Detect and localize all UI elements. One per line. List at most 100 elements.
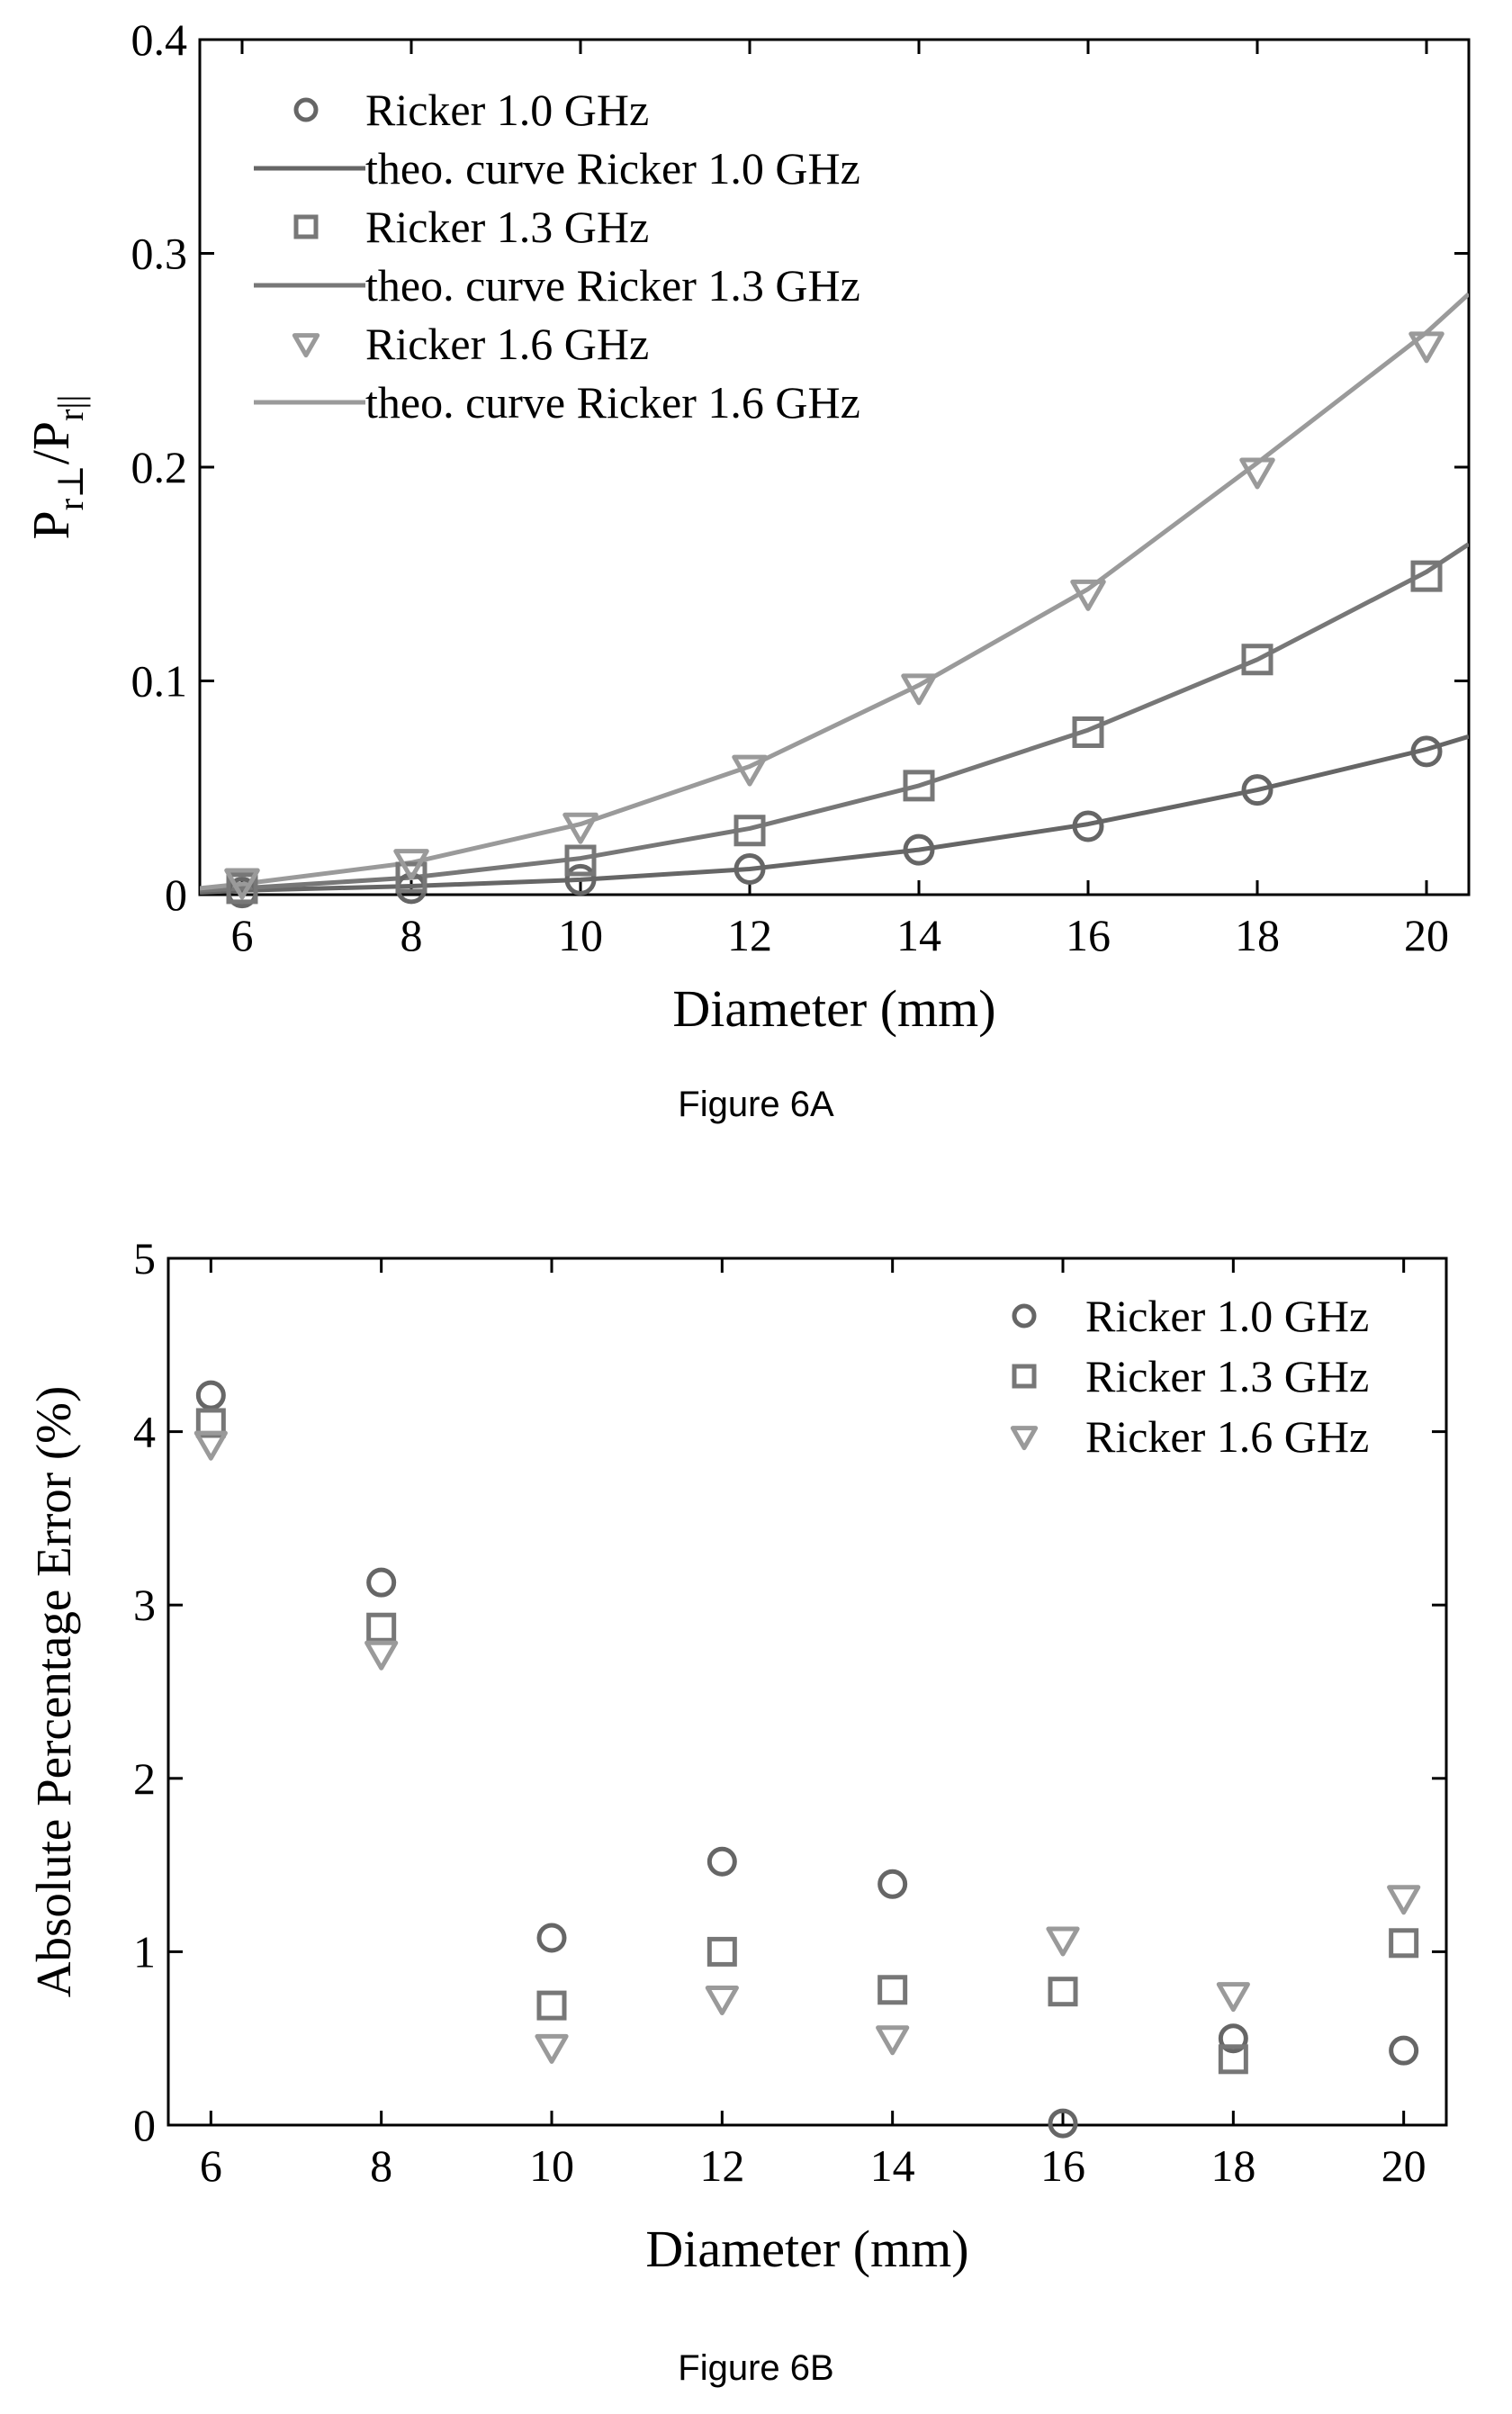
chart-2-caption: Figure 6B xyxy=(678,2348,833,2388)
chart-2-x-tick-label: 12 xyxy=(699,2140,744,2191)
chart-1-series-0-point xyxy=(734,853,766,885)
chart-2-legend-label-0: Ricker 1.0 GHz xyxy=(1085,1291,1369,1341)
chart-2-y-tick-label: 3 xyxy=(133,1580,156,1630)
chart-1-series-5-line xyxy=(200,292,1469,891)
chart-1-series-0-point xyxy=(1072,810,1104,842)
chart-2-series-2-point xyxy=(705,1986,739,2016)
chart-2-series-2-point xyxy=(1387,1885,1421,1915)
chart-1-series-4-point xyxy=(562,812,598,844)
chart-2-y-tick-label: 4 xyxy=(133,1407,156,1457)
chart-1-legend-swatch-2 xyxy=(293,214,319,239)
chart-1-legend-swatch-4 xyxy=(292,333,320,358)
chart-1-y-tick-label: 0.4 xyxy=(131,14,188,65)
chart-2-y-tick-label: 1 xyxy=(133,1926,156,1977)
chart-2-series-1-point xyxy=(706,1936,737,1967)
chart-1-legend-label-0: Ricker 1.0 GHz xyxy=(365,85,649,135)
chart-1-series-2-point xyxy=(564,844,597,877)
chart-2-series-0-point xyxy=(1218,2023,1248,2054)
chart-2-x-axis-label: Diameter (mm) xyxy=(645,2220,968,2278)
chart-2-series-0-point xyxy=(536,1923,567,1953)
chart-1-series-2-point xyxy=(1072,716,1104,748)
chart-1-y-tick-label: 0.1 xyxy=(131,656,188,707)
chart-1-series-0-point xyxy=(1410,735,1443,768)
chart-2-x-tick-label: 8 xyxy=(370,2140,392,2191)
chart-1-series-2-point xyxy=(226,872,258,905)
chart-1-legend-label-4: Ricker 1.6 GHz xyxy=(365,319,649,369)
chart-2-series-2-point xyxy=(876,2025,910,2056)
chart-2-series-2-point xyxy=(535,2033,569,2064)
chart-1-x-tick-label: 16 xyxy=(1066,910,1111,960)
chart-1-series-4-point xyxy=(901,673,937,706)
chart-2-series-2-point xyxy=(194,1430,228,1461)
chart-2-x-tick-label: 18 xyxy=(1210,2140,1256,2191)
chart-1-series-4-point xyxy=(1070,579,1106,611)
chart-2-plot-frame xyxy=(166,1257,1448,2127)
chart-2-series-2-point xyxy=(1046,1926,1080,1957)
chart-1-series-4-point xyxy=(1239,457,1275,490)
chart-1-x-tick-label: 18 xyxy=(1235,910,1280,960)
chart-1-x-tick-label: 6 xyxy=(231,910,254,960)
chart-1-series-2-point xyxy=(903,770,935,802)
chart-2-legend-swatch-2 xyxy=(1010,1426,1039,1451)
chart-2-legend: Ricker 1.0 GHz Ricker 1.3 GHz Ricker 1.6 G… xyxy=(1010,1291,1369,1462)
chart-1-x-tick-label: 12 xyxy=(727,910,772,960)
chart-2-series-0-point xyxy=(1389,2035,1419,2066)
chart-2-series-0-point xyxy=(195,1380,226,1410)
chart-1-x-tick-label: 10 xyxy=(558,910,603,960)
chart-2-x-tick-label: 16 xyxy=(1040,2140,1085,2191)
chart-2-series-1-point xyxy=(366,1612,397,1643)
chart-2-series-1-point xyxy=(195,1408,226,1438)
chart-1-legend-swatch-0 xyxy=(293,97,319,122)
chart-1-series-2-point xyxy=(1410,560,1443,592)
chart-2-y-tick-label: 5 xyxy=(133,1233,156,1284)
chart-1-x-tick-label: 14 xyxy=(896,910,941,960)
chart-2-series-2-point xyxy=(1216,1982,1250,2013)
chart-1-series-4-point xyxy=(1408,331,1444,364)
chart-1-series-4-point xyxy=(732,754,768,787)
chart-2-x-tick-label: 14 xyxy=(870,2140,915,2191)
chart-2-series-1-point xyxy=(878,1975,908,2005)
chart-1-legend-label-1: theo. curve Ricker 1.0 GHz xyxy=(365,143,860,194)
chart-2-legend-swatch-1 xyxy=(1012,1364,1037,1389)
chart-2-legend-swatch-0 xyxy=(1012,1303,1037,1329)
chart-1-caption: Figure 6A xyxy=(678,1085,834,1124)
chart-1-legend-label-3: theo. curve Ricker 1.3 GHz xyxy=(365,260,860,311)
chart-1-series-0-point xyxy=(1241,774,1274,806)
chart-1-series-2-point xyxy=(1241,644,1274,676)
chart-1-x-tick-label: 20 xyxy=(1404,910,1449,960)
chart-2-series-1-point xyxy=(1389,1928,1419,1959)
chart-2-x-tick-label: 6 xyxy=(200,2140,222,2191)
chart-2-series-1-point xyxy=(536,1990,567,2021)
chart-1-series-4-point xyxy=(224,868,260,900)
chart-1-y-tick-label: 0.2 xyxy=(131,442,188,492)
chart-2-x-tick-label: 10 xyxy=(529,2140,574,2191)
chart-2-legend-label-1: Ricker 1.3 GHz xyxy=(1085,1351,1369,1401)
chart-2-series-1-point xyxy=(1048,1977,1078,2007)
chart-figure-6a: 6 8 10 12 14 16 18 20 0 0.1 0.2 0.3 0.4 Diameter (mm)… xyxy=(22,14,1471,1124)
chart-1-series-4-point xyxy=(393,849,429,881)
chart-1-y-tick-label: 0 xyxy=(165,869,187,920)
chart-2-series-0-point xyxy=(1048,2108,1078,2139)
chart-1-series-2-point xyxy=(395,861,428,894)
chart-2-y-tick-label: 0 xyxy=(133,2100,156,2150)
chart-1-x-tick-label: 8 xyxy=(400,910,423,960)
chart-1-series-3-line xyxy=(200,542,1469,893)
chart-1-x-axis-label: Diameter (mm) xyxy=(672,979,995,1038)
chart-1-y-axis-label: Pr⊥/Pr|| xyxy=(22,395,91,540)
chart-1-series-0-point xyxy=(564,863,597,896)
chart-2-x-tick-label: 20 xyxy=(1382,2140,1426,2191)
chart-2-series-0-point xyxy=(878,1869,908,1899)
chart-2-series-0-point xyxy=(706,1846,737,1877)
chart-1-legend: Ricker 1.0 GHz theo. curve Ricker 1.0 GHz… xyxy=(254,85,860,428)
chart-1-series-2-point xyxy=(734,815,766,847)
chart-1-y-tick-label: 0.3 xyxy=(131,229,188,279)
chart-2-series-1-point xyxy=(1218,2044,1248,2075)
chart-1-legend-label-5: theo. curve Ricker 1.6 GHz xyxy=(365,377,860,428)
chart-2-y-axis-label: Absolute Percentage Error (%) xyxy=(26,1386,81,1998)
chart-2-legend-label-2: Ricker 1.6 GHz xyxy=(1085,1411,1369,1462)
chart-1-series-1-line xyxy=(200,734,1469,895)
chart-2-series-2-point xyxy=(364,1640,399,1671)
chart-2-y-tick-label: 2 xyxy=(133,1753,156,1804)
